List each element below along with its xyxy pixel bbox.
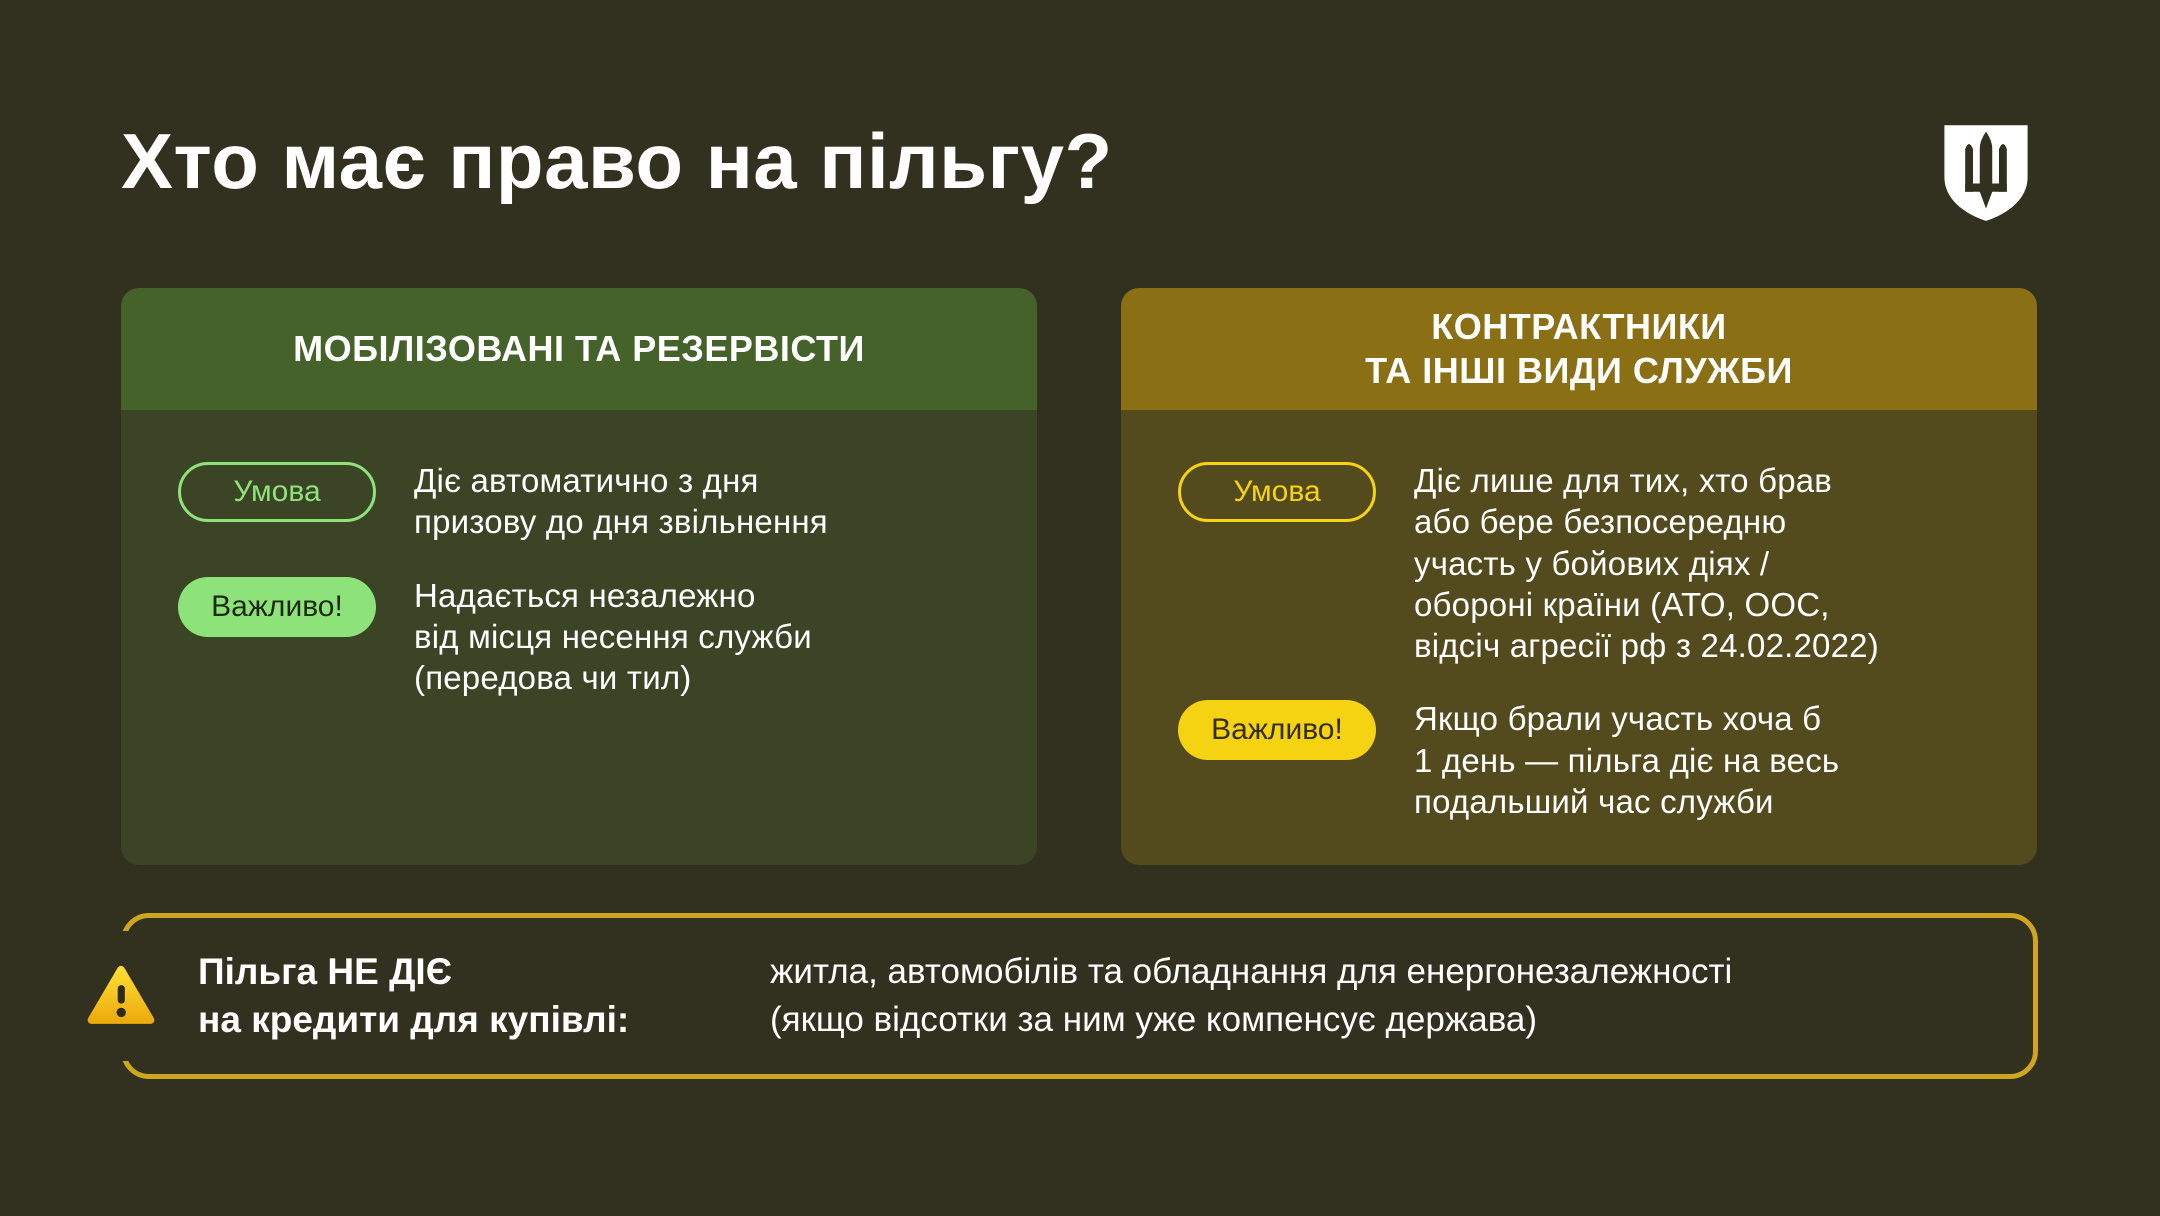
card-contract-body: Умова Діє лише для тих, хто брав або бер… (1121, 410, 2037, 865)
list-item: Умова Діє лише для тих, хто брав або бер… (1178, 460, 2003, 666)
exclusion-label: Пільга НЕ ДІЄ на кредити для купівлі: (198, 950, 630, 1040)
cards-row: МОБІЛІЗОВАНІ ТА РЕЗЕРВІСТИ Умова Діє авт… (121, 288, 2037, 865)
condition-badge: Умова (178, 462, 376, 522)
card-mobilized: МОБІЛІЗОВАНІ ТА РЕЗЕРВІСТИ Умова Діє авт… (121, 288, 1037, 865)
card-mobilized-body: Умова Діє автоматично з дня призову до д… (121, 410, 1037, 865)
list-item: Важливо! Якщо брали участь хоча б 1 день… (1178, 698, 2003, 822)
list-item: Умова Діє автоматично з дня призову до д… (178, 460, 1003, 543)
important-badge: Важливо! (178, 576, 376, 637)
important-badge: Важливо! (1178, 700, 1376, 761)
card-contract: КОНТРАКТНИКИ ТА ІНШІ ВИДИ СЛУЖБИ Умова Д… (1121, 288, 2037, 865)
card-contract-header: КОНТРАКТНИКИ ТА ІНШІ ВИДИ СЛУЖБИ (1121, 288, 2037, 410)
warning-triangle-icon (86, 964, 156, 1028)
condition-text: Діє автоматично з дня призову до дня зві… (414, 462, 828, 541)
page-title: Хто має право на пільгу? (121, 117, 1113, 205)
list-item: Важливо! Надається незалежно від місця н… (178, 575, 1003, 699)
important-text: Надається незалежно від місця несення сл… (414, 576, 812, 697)
card-mobilized-header: МОБІЛІЗОВАНІ ТА РЕЗЕРВІСТИ (121, 288, 1037, 410)
important-text: Якщо брали участь хоча б 1 день — пільга… (1414, 700, 1840, 820)
mod-ukraine-trident-shield-icon (1934, 115, 2038, 227)
exclusion-text: житла, автомобілів та обладнання для ене… (770, 952, 1733, 1039)
exclusion-note-box: Пільга НЕ ДІЄ на кредити для купівлі: жи… (87, 913, 2038, 1079)
condition-text: Діє лише для тих, хто брав або бере безп… (1414, 462, 1879, 664)
condition-badge: Умова (1178, 462, 1376, 522)
